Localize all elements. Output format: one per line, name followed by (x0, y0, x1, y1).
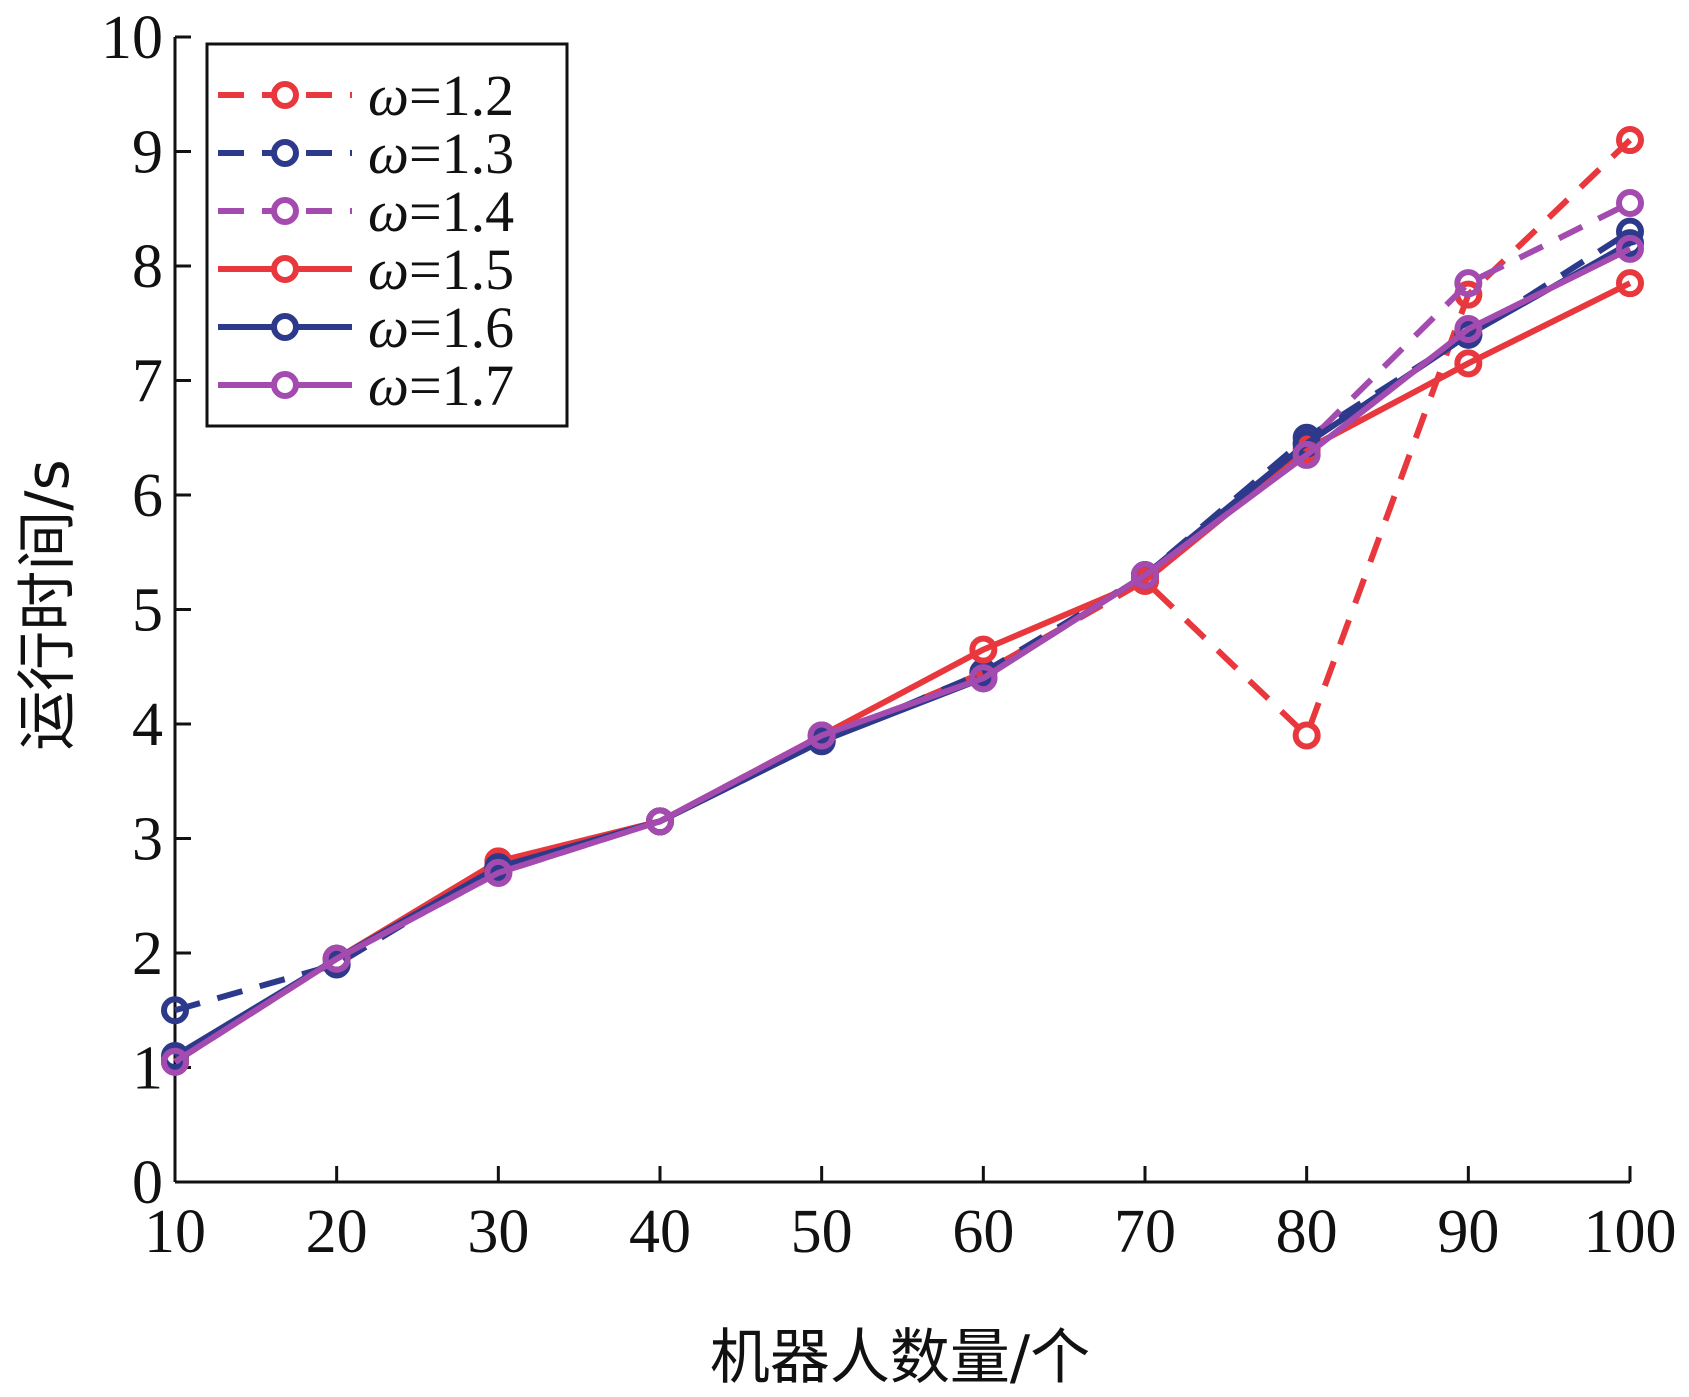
legend-label: ω=1.5 (368, 237, 514, 302)
y-tick-label: 6 (132, 462, 163, 530)
x-tick-label: 60 (952, 1198, 1014, 1266)
data-point (1292, 440, 1321, 469)
x-tick-label: 80 (1276, 1198, 1338, 1266)
legend-label: ω=1.3 (368, 121, 514, 186)
legend-item: ω=1.3 (218, 121, 514, 186)
data-point (1454, 349, 1483, 378)
data-point (1454, 314, 1483, 343)
legend-label: ω=1.2 (368, 63, 514, 128)
x-tick-label: 100 (1584, 1198, 1677, 1266)
data-point (322, 944, 351, 973)
legend-value: =1.3 (409, 121, 514, 186)
axes: 10 20 30 40 50 60 70 80 90 100 0 1 2 3 4 5 6 7 8 9 10 (101, 4, 1677, 1266)
legend-label: ω=1.4 (368, 179, 514, 244)
y-tick-label: 1 (132, 1035, 163, 1103)
y-tick-label: 0 (132, 1149, 163, 1217)
data-point (1616, 217, 1644, 246)
legend-value: =1.2 (409, 63, 514, 128)
legend-symbol: ω (368, 121, 409, 186)
legend: ω=1.2ω=1.3ω=1.4ω=1.5ω=1.6ω=1.7 (205, 42, 569, 428)
data-point (1454, 269, 1483, 298)
y-tick-label: 8 (132, 233, 163, 301)
legend-item: ω=1.2 (218, 63, 514, 128)
legend-item: ω=1.7 (218, 353, 514, 418)
series-6 (161, 234, 1644, 1076)
data-point (161, 996, 189, 1025)
legend-marker (271, 313, 299, 341)
y-axis-label: 运行时间/s (13, 459, 83, 750)
y-tick-label: 4 (132, 691, 163, 759)
legend-value: =1.6 (409, 295, 514, 360)
data-point (1616, 189, 1644, 218)
x-tick-label: 20 (306, 1198, 368, 1266)
legend-symbol: ω (368, 353, 409, 418)
legend-value: =1.4 (409, 179, 514, 244)
data-point (1616, 126, 1644, 155)
legend-symbol: ω (368, 237, 409, 302)
x-tick-label: 50 (791, 1198, 853, 1266)
legend-label: ω=1.6 (368, 295, 514, 360)
y-tick-label: 3 (132, 806, 163, 874)
legend-item: ω=1.5 (218, 237, 514, 302)
x-axis-label: 机器人数量/个 (710, 1323, 1090, 1393)
legend-symbol: ω (368, 179, 409, 244)
y-tick-label: 9 (132, 119, 163, 187)
legend-symbol: ω (368, 63, 409, 128)
x-tick-label: 90 (1437, 1198, 1499, 1266)
legend-marker (271, 197, 299, 225)
legend-value: =1.7 (409, 353, 514, 418)
x-tick-label: 70 (1114, 1198, 1176, 1266)
legend-marker (271, 81, 299, 109)
data-point (646, 807, 674, 836)
y-tick-label: 5 (132, 577, 163, 645)
data-point (161, 1047, 189, 1076)
legend-marker (271, 255, 299, 283)
data-point (1616, 269, 1644, 298)
data-point (807, 721, 836, 750)
x-tick-label: 40 (629, 1198, 691, 1266)
series-layer (161, 126, 1644, 1076)
legend-marker (271, 371, 299, 399)
legend-item: ω=1.4 (218, 179, 514, 244)
series-line (173, 246, 1632, 1065)
y-tick-label: 2 (132, 920, 163, 988)
data-point (1616, 234, 1644, 263)
data-point (1131, 561, 1159, 590)
legend-value: =1.5 (409, 237, 514, 302)
legend-item: ω=1.6 (218, 295, 514, 360)
legend-marker (271, 139, 299, 167)
data-point (484, 858, 513, 887)
x-tick-label: 30 (467, 1198, 529, 1266)
y-tick-label: 7 (132, 348, 163, 416)
data-point (1292, 721, 1321, 750)
legend-symbol: ω (368, 295, 409, 360)
data-point (969, 635, 998, 664)
legend-box (205, 42, 569, 428)
x-tick-label: 10 (144, 1198, 206, 1266)
y-tick-label: 10 (101, 4, 163, 72)
data-point (969, 664, 998, 693)
legend-label: ω=1.7 (368, 353, 514, 418)
